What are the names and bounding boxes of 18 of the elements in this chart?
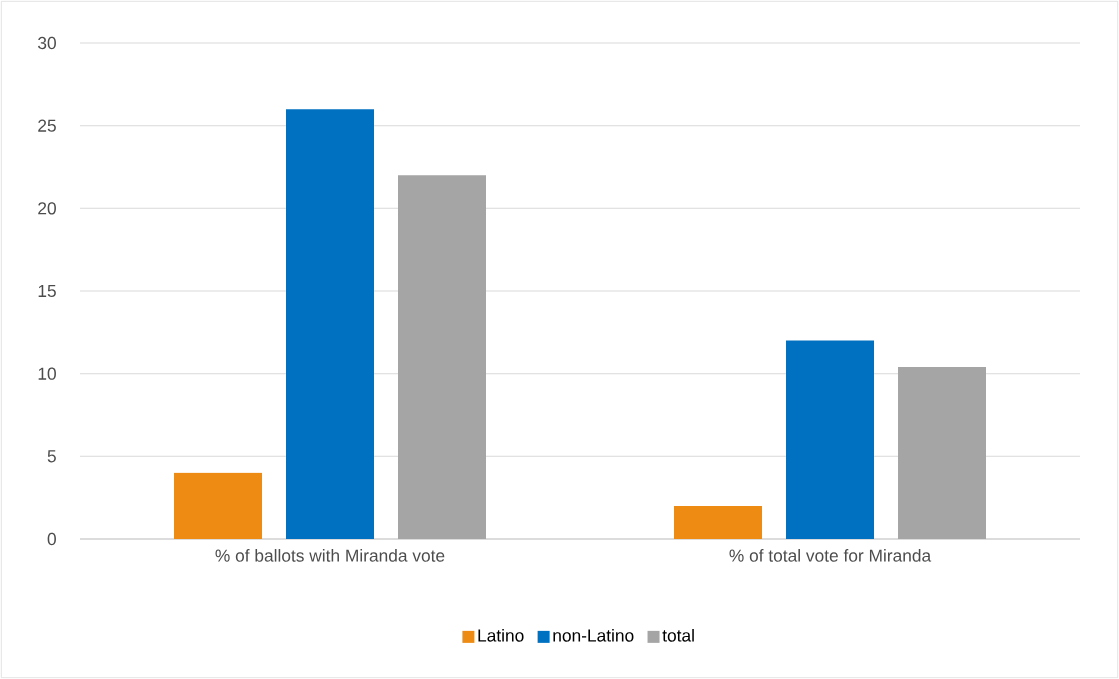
bar — [286, 109, 375, 539]
legend-label: total — [662, 628, 694, 642]
y-tick-label: 0 — [47, 532, 56, 546]
y-tick-label: 15 — [38, 284, 56, 298]
bar — [674, 505, 763, 539]
bar — [398, 175, 487, 539]
legend-label: Latino — [478, 628, 524, 642]
bar — [786, 340, 875, 539]
legend-label: non-Latino — [553, 628, 634, 642]
bar — [174, 472, 263, 539]
x-tick-label: % of ballots with Miranda vote — [215, 549, 445, 562]
y-tick-label: 30 — [38, 36, 56, 50]
y-tick-label: 10 — [38, 367, 56, 380]
bar — [898, 367, 987, 539]
y-tick-label: 5 — [47, 450, 56, 463]
y-tick-label: 25 — [38, 119, 56, 132]
x-tick-label: % of total vote for Miranda — [729, 549, 932, 562]
y-tick-label: 20 — [38, 202, 56, 215]
